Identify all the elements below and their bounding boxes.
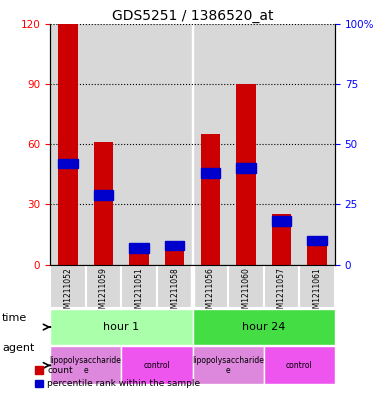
Bar [121, 264, 157, 309]
Bar [192, 24, 193, 264]
Bar [157, 24, 192, 264]
Bar [272, 217, 291, 226]
Bar [228, 264, 264, 309]
Bar [129, 248, 149, 264]
Text: control: control [286, 361, 313, 370]
Bar [121, 347, 192, 384]
Text: GSM1211060: GSM1211060 [241, 267, 250, 318]
Bar [236, 84, 256, 264]
Bar [58, 158, 78, 168]
Text: lipopolysaccharide
e: lipopolysaccharide e [50, 356, 122, 375]
Text: GSM1211052: GSM1211052 [64, 267, 72, 318]
Bar [157, 264, 192, 309]
Bar [94, 142, 113, 264]
Text: hour 24: hour 24 [242, 322, 285, 332]
Bar [192, 24, 228, 264]
Title: GDS5251 / 1386520_at: GDS5251 / 1386520_at [112, 9, 273, 22]
Text: control: control [144, 361, 170, 370]
Text: GSM1211057: GSM1211057 [277, 267, 286, 318]
Bar [201, 168, 220, 178]
Bar [192, 309, 335, 345]
Bar [50, 264, 85, 309]
Bar [228, 24, 264, 264]
Bar [50, 24, 85, 264]
Bar [85, 264, 121, 309]
Bar [236, 163, 256, 173]
Bar [165, 241, 184, 250]
Text: lipopolysaccharide
e: lipopolysaccharide e [192, 356, 264, 375]
Text: hour 1: hour 1 [103, 322, 139, 332]
Bar [201, 134, 220, 264]
Bar [165, 242, 184, 264]
Text: GSM1211051: GSM1211051 [135, 267, 144, 318]
Bar [307, 236, 327, 245]
Bar [94, 190, 113, 200]
Bar [85, 24, 121, 264]
Text: GSM1211058: GSM1211058 [170, 267, 179, 318]
Bar [192, 347, 264, 384]
Bar [50, 309, 192, 345]
Bar [121, 24, 157, 264]
Text: GSM1211061: GSM1211061 [313, 267, 321, 318]
Text: GSM1211059: GSM1211059 [99, 267, 108, 318]
Bar [192, 264, 228, 309]
Bar [264, 347, 335, 384]
Text: GSM1211056: GSM1211056 [206, 267, 215, 318]
Text: time: time [2, 312, 27, 323]
Text: agent: agent [2, 343, 34, 353]
Bar [129, 243, 149, 253]
Bar [300, 264, 335, 309]
Bar [272, 215, 291, 264]
Bar [50, 347, 121, 384]
Bar [264, 264, 300, 309]
Legend: count, percentile rank within the sample: count, percentile rank within the sample [35, 366, 200, 389]
Bar [307, 242, 327, 264]
Bar [58, 24, 78, 264]
Bar [300, 24, 335, 264]
Bar [264, 24, 300, 264]
Bar [191, 264, 194, 309]
